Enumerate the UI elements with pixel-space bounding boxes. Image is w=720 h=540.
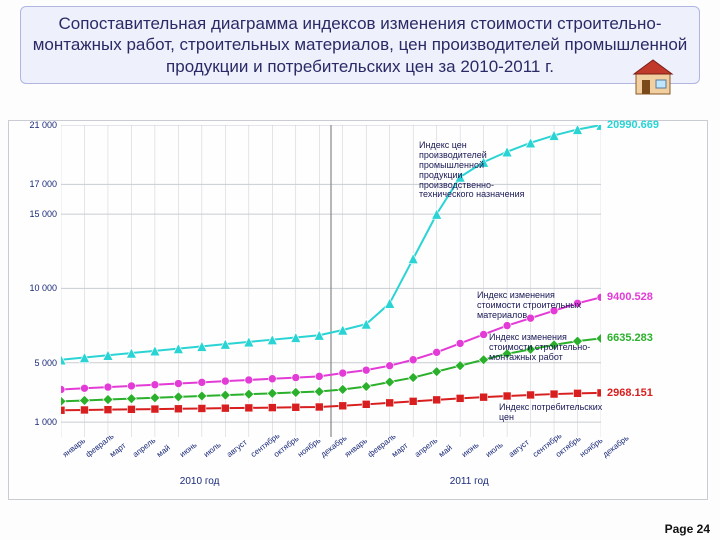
page-number: Page 24 (665, 522, 710, 536)
house-icon (630, 56, 676, 96)
end-value-label: 2968.151 (607, 387, 653, 399)
x-year-label: 2011 год (450, 476, 489, 487)
x-year-label: 2010 год (180, 476, 220, 487)
y-tick-label: 5 000 (13, 358, 57, 368)
y-tick-label: 15 000 (13, 209, 57, 219)
legend-label: Индекс изменения стоимости строительно-м… (489, 333, 599, 363)
y-tick-label: 17 000 (13, 179, 57, 189)
legend-label: Индекс изменения стоимости строительных … (477, 291, 587, 321)
y-tick-label: 10 000 (13, 283, 57, 293)
slide-title: Сопоставительная диаграмма индексов изме… (20, 6, 700, 84)
chart-container: 1 0005 00010 00015 00017 00021 000 январ… (8, 120, 708, 500)
y-tick-label: 1 000 (13, 417, 57, 427)
end-value-label: 6635.283 (607, 332, 653, 344)
y-tick-label: 21 000 (13, 120, 57, 130)
title-text: Сопоставительная диаграмма индексов изме… (33, 14, 688, 76)
legend-label: Индекс потребительских цен (499, 403, 609, 423)
slide: Сопоставительная диаграмма индексов изме… (0, 0, 720, 540)
end-value-label: 20990.669 (607, 119, 659, 131)
legend-label: Индекс цен производителей промышленной п… (419, 141, 529, 200)
end-value-label: 9400.528 (607, 291, 653, 303)
